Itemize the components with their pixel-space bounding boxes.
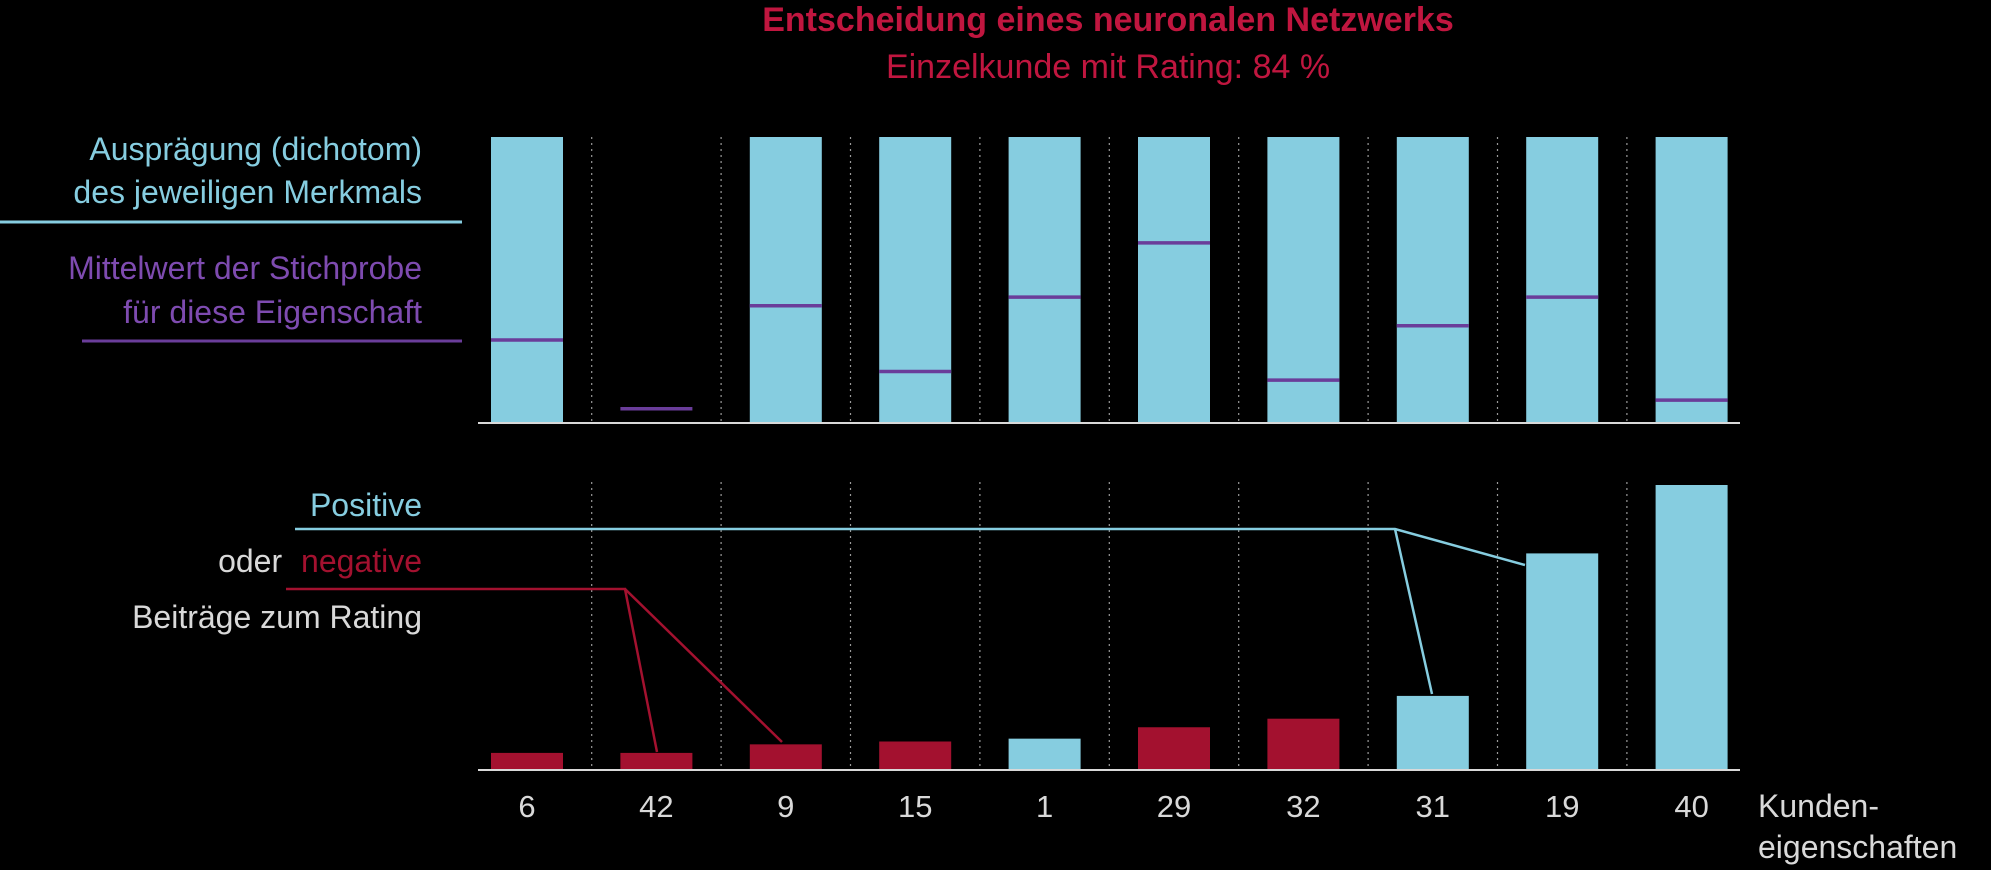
feature-bar-15: [879, 137, 952, 423]
legend-or: oder: [218, 543, 282, 579]
legend-positive: Positive: [310, 487, 422, 523]
x-tick-40: 40: [1674, 789, 1708, 824]
bottom-panel-bars: [491, 485, 1728, 770]
x-tick-labels: 6 42 9 15 1 29 32 31 19 40: [518, 789, 1708, 824]
x-tick-15: 15: [898, 789, 932, 824]
top-panel-mean-lines: [491, 241, 1728, 411]
x-tick-19: 19: [1545, 789, 1579, 824]
contribution-bar-6: [491, 752, 563, 770]
x-tick-42: 42: [639, 789, 673, 824]
x-tick-6: 6: [518, 789, 535, 824]
positive-leader-line-19: [295, 527, 1526, 567]
legend-feature-line1: Ausprägung (dichotom): [89, 131, 422, 167]
feature-bar-1: [1008, 137, 1081, 423]
x-tick-32: 32: [1286, 789, 1320, 824]
x-tick-1: 1: [1036, 789, 1053, 824]
contribution-bar-9: [749, 744, 822, 770]
negative-leader-line-9: [624, 588, 783, 743]
positive-leader-line-31: [1393, 528, 1434, 695]
feature-bar-31: [1396, 137, 1469, 423]
legend-mean-line2: für diese Eigenschaft: [123, 294, 422, 330]
feature-bar-19: [1526, 137, 1599, 423]
legend-or-negative: oder negative: [218, 543, 422, 579]
top-panel-bars: [491, 137, 1728, 423]
x-axis-label-line2: eigenschaften: [1758, 829, 1957, 865]
legend-negative: negative: [301, 543, 422, 579]
contribution-bar-15: [879, 741, 952, 770]
feature-bar-32: [1267, 137, 1340, 423]
contribution-bar-19: [1526, 553, 1599, 770]
contribution-bar-31: [1396, 695, 1469, 770]
legend-mean-line1: Mittelwert der Stichprobe: [68, 250, 422, 286]
feature-bar-6: [491, 137, 563, 423]
contribution-bar-29: [1138, 727, 1210, 770]
x-tick-9: 9: [777, 789, 794, 824]
contribution-bar-32: [1267, 718, 1340, 770]
feature-bar-9: [749, 137, 822, 423]
chart-subtitle: Einzelkunde mit Rating: 84 %: [886, 48, 1330, 86]
chart-title: Entscheidung eines neuronalen Netzwerks: [762, 1, 1454, 39]
x-tick-29: 29: [1157, 789, 1191, 824]
feature-bar-29: [1138, 137, 1210, 423]
x-tick-31: 31: [1416, 789, 1450, 824]
contribution-bar-42: [620, 752, 693, 770]
contribution-bar-40: [1655, 485, 1728, 770]
feature-bar-40: [1655, 137, 1728, 423]
x-axis-label-line1: Kunden-: [1758, 788, 1879, 824]
column-separators: [591, 137, 1628, 770]
legend-feature-line2: des jeweiligen Merkmals: [73, 174, 422, 210]
contribution-bar-1: [1008, 738, 1081, 770]
legend-contributions: Beiträge zum Rating: [132, 599, 422, 635]
